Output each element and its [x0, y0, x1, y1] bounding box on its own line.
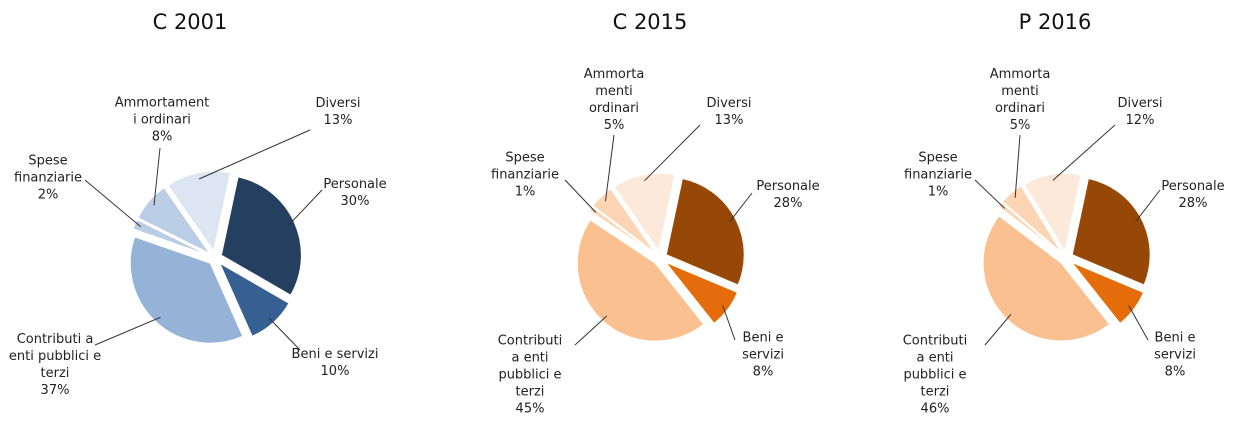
slice-label: Ammorta menti ordinari 5% — [584, 66, 645, 134]
leader-line — [198, 129, 311, 180]
leader-line — [604, 134, 615, 202]
value-label: 5% — [1009, 118, 1031, 133]
category-label: Personale — [756, 179, 820, 194]
value-label: 5% — [603, 118, 625, 133]
leader-line — [574, 315, 608, 346]
leader-line — [153, 147, 161, 206]
leader-line — [1135, 189, 1161, 222]
leader-line — [84, 179, 142, 228]
pie-slice — [1001, 185, 1062, 254]
leader-line — [729, 192, 753, 222]
category-label: Diversi — [1117, 96, 1163, 111]
pie-slice — [137, 187, 211, 254]
leader-line — [1014, 134, 1021, 198]
pie-slice — [613, 172, 676, 253]
value-label: 1% — [927, 184, 949, 200]
slice-label: Personale 28% — [756, 178, 819, 212]
pie-slice — [665, 177, 745, 286]
leader-line — [288, 189, 323, 226]
leader-line — [564, 179, 597, 213]
slice-label: Ammorta menti ordinari 5% — [990, 66, 1051, 134]
leader-line — [722, 305, 736, 341]
value-label: 28% — [773, 196, 803, 211]
category-label: Personale — [1161, 179, 1225, 194]
slice-label: Beni e servizi 8% — [742, 330, 784, 381]
value-label: 8% — [151, 129, 173, 145]
value-label: 8% — [752, 364, 774, 380]
slice-label: Contributi a enti pubblici e terzi 45% — [498, 333, 563, 418]
pie-slice — [167, 170, 231, 253]
category-label: Spese finanziarie — [904, 150, 972, 183]
value-label: 8% — [1164, 364, 1186, 380]
slice-label: Ammortament i ordinari 8% — [115, 95, 210, 146]
value-label: 12% — [1125, 113, 1155, 128]
value-label: 28% — [1178, 196, 1208, 211]
slice-label: Spese finanziarie 1% — [904, 150, 972, 201]
pie-slice — [1023, 172, 1082, 253]
value-label: 13% — [323, 113, 353, 128]
slice-label: Diversi 13% — [706, 95, 751, 129]
category-label: Beni e servizi — [291, 347, 379, 362]
slice-label: Contributi a enti pubblici e terzi 37% — [9, 331, 101, 399]
pie-slice — [576, 219, 705, 342]
slice-label: Spese finanziarie 2% — [14, 153, 82, 204]
category-label: Beni e servizi — [742, 330, 784, 363]
leader-line — [974, 179, 1006, 209]
chart-title: C 2001 — [152, 10, 228, 34]
category-label: Contributi a enti pubblici e terzi — [902, 333, 968, 400]
value-label: 1% — [514, 184, 536, 200]
leader-line — [94, 316, 161, 346]
pie-slice — [132, 219, 209, 256]
pie-slice — [592, 188, 656, 254]
category-label: Contributi a enti pubblici e terzi — [497, 333, 563, 400]
pie-slice — [665, 261, 739, 325]
pie-slice — [588, 206, 655, 255]
slice-label: Personale 28% — [1161, 178, 1224, 212]
chart-title: P 2016 — [1018, 10, 1092, 34]
leader-line — [644, 124, 701, 182]
category-label: Ammorta menti ordinari — [583, 67, 645, 116]
leader-line — [1128, 305, 1149, 341]
slice-label: Diversi 12% — [1117, 95, 1162, 129]
pie-slice — [1071, 177, 1151, 286]
value-label: 13% — [714, 113, 744, 128]
value-label: 10% — [320, 364, 350, 379]
category-label: Contributi a enti pubblici e terzi — [8, 332, 102, 381]
slice-label: Contributi a enti pubblici e terzi 46% — [903, 333, 968, 418]
leader-line — [268, 317, 301, 351]
slice-label: Beni e servizi 8% — [1154, 330, 1196, 381]
chart-title: C 2015 — [612, 10, 688, 34]
slice-label: Beni e servizi 10% — [292, 346, 379, 380]
slice-label: Diversi 13% — [315, 95, 360, 129]
category-label: Spese finanziarie — [14, 153, 82, 186]
pie-slice — [997, 201, 1061, 254]
slice-label: Spese finanziarie 1% — [491, 150, 559, 201]
value-label: 37% — [40, 383, 70, 398]
category-label: Spese finanziarie — [491, 150, 559, 183]
value-label: 2% — [37, 187, 59, 203]
leader-line — [984, 313, 1012, 346]
value-label: 30% — [340, 194, 370, 209]
category-label: Personale — [323, 177, 387, 192]
category-label: Ammortament i ordinari — [114, 95, 210, 128]
pie-slice — [129, 236, 244, 344]
value-label: 45% — [515, 401, 545, 417]
category-label: Ammorta menti ordinari — [989, 67, 1051, 116]
category-label: Diversi — [315, 96, 361, 111]
category-label: Diversi — [706, 96, 752, 111]
value-label: 46% — [920, 401, 950, 417]
pie-slice — [1071, 261, 1145, 325]
slice-label: Personale 30% — [323, 176, 386, 210]
leader-line — [1052, 124, 1116, 181]
pie-slice — [220, 176, 302, 296]
category-label: Beni e servizi — [1154, 330, 1196, 363]
